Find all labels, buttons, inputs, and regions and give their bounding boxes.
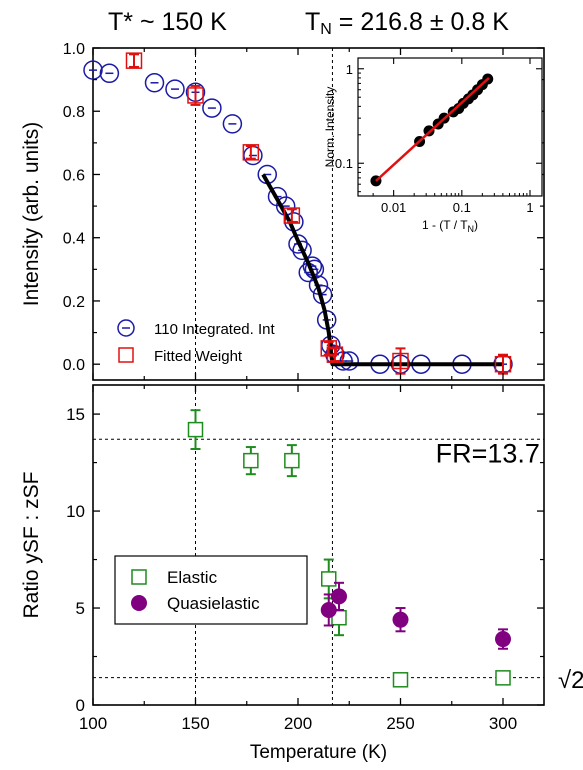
quasielastic-point-0 [320, 601, 337, 618]
inset-xtick-label-2: 1 [526, 200, 533, 215]
bottom-annotation-fr: FR=13.7 [436, 439, 540, 469]
text-layer: 0.0 0.2 0.4 0.6 0.8 1.0 100 150 200 250 300 0 5 10 15 I… [20, 41, 583, 763]
integrated-point-3 [165, 79, 185, 99]
bottom-legend-label-quasielastic: Quasielastic [167, 594, 260, 613]
title-left-text: T* ~ 150 K [108, 8, 227, 36]
bottom-xtick-label-3: 250 [386, 714, 414, 733]
inset-xlabel: 1 - (T / TN) [422, 218, 478, 234]
title-right: TN = 216.8 ± 0.8 K [305, 8, 509, 39]
integrated-point-2 [144, 73, 165, 93]
bottom-ytick-label-2: 10 [66, 502, 85, 521]
fitted-point-1 [187, 87, 204, 104]
inset-ytick-label-0: 0.1 [335, 156, 353, 171]
bottom-xtick-label-1: 150 [181, 714, 209, 733]
integrated-point-5 [202, 98, 222, 118]
bottom-legend-symbol-elastic [131, 569, 147, 585]
bottom-panel-frame [92, 384, 545, 706]
inset-xlabel-subscript: N [468, 224, 475, 234]
bottom-legend-symbol-quasielastic [131, 595, 147, 611]
inset-xtick-label-0: 0.01 [381, 200, 406, 215]
fitted-point-5 [326, 346, 344, 363]
bottom-xtick-label-4: 300 [489, 714, 517, 733]
inset-xtick-label-1: 0.1 [453, 200, 471, 215]
top-legend-symbol-fitted [118, 347, 134, 363]
bottom-xtick-label-0: 100 [79, 714, 107, 733]
top-ytick-label-3: 0.6 [63, 167, 85, 184]
title-right-rest: = 216.8 ± 0.8 K [331, 8, 509, 36]
integrated-point-12 [288, 234, 308, 254]
elastic-point-5 [392, 672, 409, 688]
inset-xlabel-suffix: ) [474, 218, 478, 232]
inset-ytick-label-1: 1 [346, 62, 353, 77]
top-legend-label-integrated: 110 Integrated. Int [154, 321, 275, 338]
fitted-point-6 [392, 352, 409, 370]
elastic-point-6 [495, 670, 511, 686]
elastic-point-0 [187, 421, 204, 438]
inset-xlabel-prefix: 1 - (T / T [422, 218, 468, 232]
integrated-point-23 [339, 351, 359, 371]
bottom-ylabel: Ratio ySF : zSF [20, 471, 43, 618]
quasielastic-point-2 [392, 611, 409, 628]
integrated-point-1 [99, 63, 120, 84]
fitted-point-3 [283, 207, 301, 224]
fitted-point-2 [242, 144, 260, 161]
bottom-legend-label-elastic: Elastic [167, 568, 218, 587]
top-legend-label-fitted: Fitted Weight [154, 348, 243, 365]
integrated-point-6 [222, 114, 243, 134]
bottom-annotation-sqrt2: √2 [558, 667, 583, 694]
top-ytick-label-0: 0.0 [63, 357, 85, 374]
top-panel-frame [92, 47, 545, 381]
bottom-ytick-label-1: 5 [76, 599, 85, 618]
top-ytick-label-1: 0.2 [63, 294, 85, 311]
bottom-ytick-label-0: 0 [76, 696, 85, 715]
bottom-xlabel: Temperature (K) [250, 742, 387, 763]
inset-fit-line [375, 76, 490, 182]
frames-layer [92, 47, 545, 706]
top-ytick-label-4: 0.8 [63, 104, 85, 121]
inset-ylabel: Norm. Intensity [323, 87, 337, 168]
fitted-point-0 [125, 52, 143, 69]
bottom-xtick-label-2: 200 [284, 714, 312, 733]
top-ylabel: Intensity (arb. units) [20, 122, 43, 306]
ticks-layer [92, 47, 544, 706]
bottom-ytick-label-3: 15 [66, 405, 85, 424]
fitted-point-7 [494, 355, 512, 373]
elastic-point-3 [321, 571, 337, 587]
bottom-legend-box [114, 555, 308, 625]
quasielastic-point-3 [495, 631, 511, 648]
top-ytick-label-5: 1.0 [63, 41, 85, 58]
elastic-point-1 [243, 452, 259, 469]
title-left: T* ~ 150 K [108, 8, 227, 37]
data-layer [83, 52, 513, 688]
integrated-point-13 [292, 240, 312, 261]
title-right-subscript: N [320, 21, 332, 38]
top-ytick-label-2: 0.4 [63, 231, 85, 248]
quasielastic-point-1 [331, 588, 347, 605]
elastic-point-2 [284, 452, 300, 469]
top-legend-symbol-integrated [117, 319, 135, 337]
title-right-prefix: T [305, 8, 321, 36]
inset-frame [357, 57, 543, 197]
